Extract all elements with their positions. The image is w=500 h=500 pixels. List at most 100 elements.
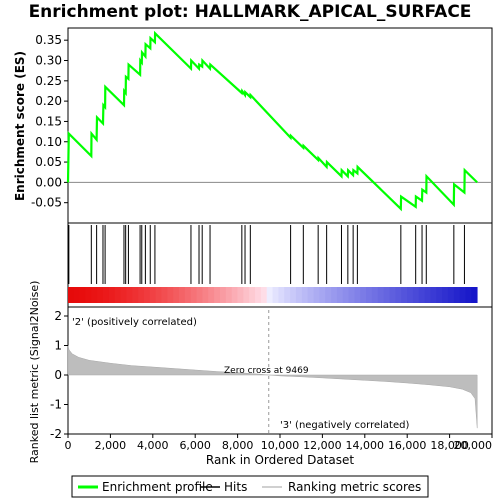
- rank-bar-segment: [366, 287, 373, 303]
- es-y-tick-label: 0.30: [35, 54, 62, 68]
- rank-bar-segment: [342, 287, 349, 303]
- rank-bar-segment: [272, 287, 279, 303]
- rank-bar-segment: [190, 287, 197, 303]
- rank-bar-segment: [430, 287, 437, 303]
- rank-bar-segment: [383, 287, 390, 303]
- x-tick-label: 0: [65, 439, 72, 452]
- rank-bar-segment: [389, 287, 396, 303]
- es-y-axis-label: Enrichment score (ES): [13, 51, 27, 201]
- rank-bar-segment: [453, 287, 461, 303]
- metric-y-axis-label: Ranked list metric (Signal2Noise): [28, 281, 41, 464]
- positive-correlation-label: '2' (positively correlated): [72, 317, 197, 328]
- rank-bar-segment: [68, 287, 75, 303]
- rank-bar-segment: [284, 287, 291, 303]
- x-tick-label: 8,000: [222, 439, 254, 452]
- rank-bar-segment: [348, 287, 355, 303]
- rank-bar-segment: [255, 287, 262, 303]
- rank-bar-segment: [91, 287, 98, 303]
- hits-area: [68, 225, 465, 284]
- es-y-tick-label: 0.10: [35, 135, 62, 149]
- rank-bar-segment: [214, 287, 221, 303]
- legend-enrichment-label: Enrichment profile: [102, 480, 213, 494]
- es-plot-area: 0.35 0.30 0.25 0.20 0.15 0.10 0.05 0.00 -0.05: [31, 30, 492, 212]
- rank-bar-segment: [79, 287, 86, 303]
- rank-bar-segment: [360, 287, 367, 303]
- es-y-tick-label: 0.20: [35, 94, 62, 108]
- metric-y-tick-label: 1: [54, 339, 62, 353]
- rank-bar-segment: [331, 287, 338, 303]
- rank-bar-segment: [179, 287, 186, 303]
- rank-bar-segment: [313, 287, 320, 303]
- x-tick-label: 6,000: [179, 439, 211, 452]
- rank-bar-segment: [138, 287, 145, 303]
- rank-bar-segment: [173, 287, 180, 303]
- rank-bar-segment: [149, 287, 157, 303]
- rank-bar-segment: [266, 287, 273, 303]
- rank-bar-segment: [114, 287, 122, 303]
- x-tick-label: 20,000: [454, 439, 493, 452]
- rank-bar-segment: [459, 287, 466, 303]
- rank-bar-segment: [319, 287, 326, 303]
- rank-bar-segment: [407, 287, 414, 303]
- rank-bar-segment: [447, 287, 455, 303]
- rank-bar-segment: [85, 287, 92, 303]
- rank-bar-segment: [354, 287, 361, 303]
- rank-bar-segment: [97, 287, 104, 303]
- rank-bar-segment: [412, 287, 420, 303]
- rank-bar-segment: [377, 287, 385, 303]
- es-y-tick-label: 0.35: [35, 33, 62, 47]
- x-tick-label: 14,000: [346, 439, 385, 452]
- x-tick-label: 10,000: [261, 439, 300, 452]
- rank-bar-segment: [120, 287, 127, 303]
- rank-bar-segment: [208, 287, 215, 303]
- negative-correlation-label: '3' (negatively correlated): [280, 420, 409, 431]
- es-y-tick-label: 0.15: [35, 114, 62, 128]
- rank-bar-segment: [295, 287, 303, 303]
- zero-cross-label: Zero cross at 9469: [224, 366, 309, 376]
- rank-bar-segment: [202, 287, 209, 303]
- rank-bar-segment: [278, 287, 285, 303]
- rank-bar-segment: [436, 287, 443, 303]
- metric-y-tick-label: 2: [54, 309, 62, 323]
- rank-bar-segment: [126, 287, 133, 303]
- legend-metric-label: Ranking metric scores: [288, 480, 421, 494]
- rank-bar-segment: [167, 287, 174, 303]
- x-axis-label: Rank in Ordered Dataset: [206, 453, 354, 467]
- rank-bar-segment: [249, 287, 256, 303]
- enrichment-profile-line: [66, 30, 478, 212]
- rank-bar-segment: [184, 287, 192, 303]
- rank-bar-segment: [103, 287, 110, 303]
- metric-y-tick-label: -2: [50, 427, 62, 441]
- rank-bar-segment: [260, 287, 268, 303]
- metric-y-tick-label: -1: [50, 398, 62, 412]
- x-tick-label: 12,000: [303, 439, 342, 452]
- rank-bar-segment: [401, 287, 408, 303]
- rank-color-bar: [68, 287, 478, 303]
- x-tick-label: 2,000: [95, 439, 127, 452]
- rank-bar-segment: [424, 287, 431, 303]
- rank-bar-segment: [237, 287, 244, 303]
- rank-bar-segment: [371, 287, 379, 303]
- rank-bar-segment: [301, 287, 309, 303]
- rank-bar-segment: [219, 287, 227, 303]
- rank-bar-segment: [243, 287, 250, 303]
- metric-y-tick-label: 0: [54, 368, 62, 382]
- ranking-metric-area: [67, 345, 478, 429]
- rank-bar-segment: [73, 287, 81, 303]
- rank-bar-segment: [325, 287, 332, 303]
- rank-bar-segment: [307, 287, 314, 303]
- metric-plot-area: 210-1-20 2,000 4,000 6,000 8,000 10,000 12,000…: [50, 309, 493, 452]
- rank-bar-segment: [418, 287, 425, 303]
- rank-bar-segment: [231, 287, 238, 303]
- rank-bar-segment: [143, 287, 151, 303]
- x-tick-label: 18,000: [430, 439, 469, 452]
- rank-bar-segment: [471, 287, 478, 303]
- es-y-tick-label: 0.05: [35, 155, 62, 169]
- rank-bar-segment: [395, 287, 402, 303]
- legend-box: [71, 475, 429, 498]
- es-y-tick-label: 0.25: [35, 74, 62, 88]
- rank-bar-segment: [161, 287, 168, 303]
- rank-bar-segment: [132, 287, 139, 303]
- rank-bar-segment: [196, 287, 203, 303]
